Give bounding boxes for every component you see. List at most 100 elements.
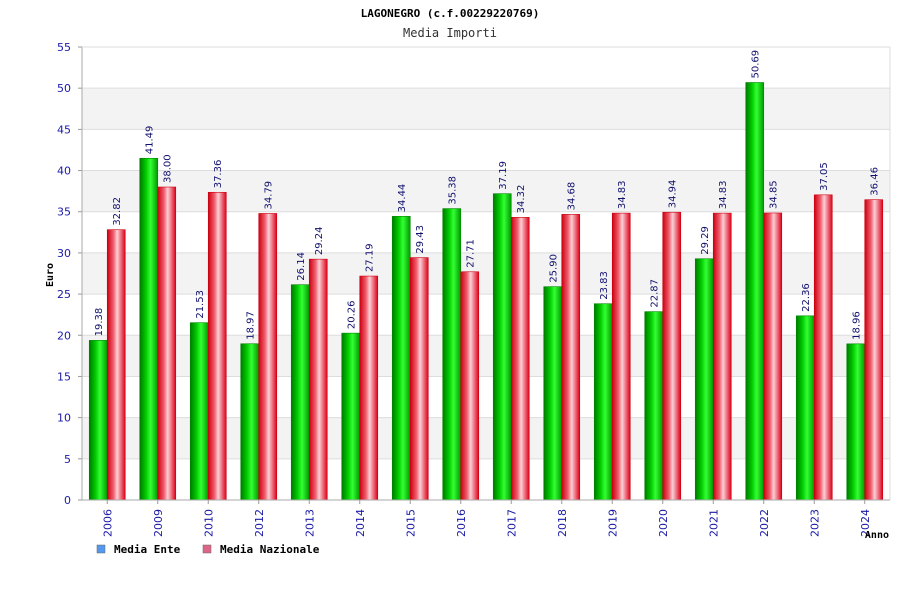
bar-value-label: 38.00 [163,154,174,183]
bar-value-label: 27.19 [365,243,376,272]
bar-media-ente [543,286,563,501]
y-tick-label: 15 [57,370,71,383]
bar-value-label: 34.83 [718,180,729,209]
x-tick-label: 2010 [202,509,215,537]
bar-value-label: 19.38 [94,308,105,337]
bar-value-label: 26.14 [296,252,307,281]
bar-media-nazionale [510,217,530,501]
x-tick-label: 2019 [606,509,619,537]
bar-media-nazionale [763,212,783,501]
bar-value-label: 34.83 [617,180,628,209]
y-axis: 0 5 10 15 20 25 30 35 40 45 50 55 [57,41,891,507]
bar-value-label: 22.36 [801,283,812,312]
bar-media-nazionale [409,257,429,501]
x-tick-label: 2014 [354,509,367,537]
bar-value-label: 35.38 [448,176,459,205]
x-tick-label: 2023 [808,509,821,537]
bar-value-label: 29.43 [415,225,426,254]
bar-media-ente [189,322,209,501]
data-labels: 19.38 32.82 41.49 38.00 21.53 37.36 18.97 34.79… [94,50,881,340]
y-axis-label: Euro [45,263,56,287]
y-tick-label: 0 [64,494,71,507]
bar-value-label: 32.82 [112,197,123,226]
y-tick-label: 25 [57,288,71,301]
x-tick-label: 2013 [303,509,316,537]
bar-value-label: 18.97 [246,311,257,340]
legend: Media Ente Media Nazionale [96,543,320,556]
x-tick-label: 2006 [101,509,114,537]
bar-media-nazionale [813,194,833,501]
bar-media-ente [139,157,159,501]
bar-value-label: 34.85 [769,180,780,209]
bars [88,82,884,501]
x-tick-label: 2016 [455,509,468,537]
y-tick-label: 35 [57,206,71,219]
bar-media-nazionale [106,229,126,501]
bar-media-nazionale [460,271,480,501]
x-tick-label: 2012 [253,509,266,537]
bar-value-label: 29.29 [700,226,711,255]
x-axis: 2006 2009 2010 2012 2013 2014 2015 2016 2017 2018… [82,499,890,537]
x-tick-label: 2020 [657,509,670,537]
bar-value-label: 34.79 [264,181,275,210]
x-tick-label: 2009 [152,509,165,537]
y-tick-label: 45 [57,123,71,136]
bar-media-ente [795,315,815,501]
x-tick-label: 2015 [404,509,417,537]
bar-value-label: 41.49 [145,126,156,155]
bar-media-ente [694,258,714,501]
legend-label: Media Nazionale [220,543,320,556]
y-tick-label: 5 [64,453,71,466]
bar-media-nazionale [662,211,682,501]
bar-value-label: 25.90 [549,254,560,283]
y-tick-label: 50 [57,82,71,95]
bar-media-ente [88,340,108,501]
x-tick-label: 2022 [758,509,771,537]
bar-media-ente [846,343,866,501]
bar-value-label: 34.32 [516,185,527,214]
bar-media-ente [240,343,260,501]
bar-media-ente [341,332,361,501]
legend-label: Media Ente [114,543,181,556]
bar-value-label: 36.46 [870,167,881,196]
chart-title: LAGONEGRO (c.f.00229220769) [361,7,540,20]
bar-media-ente [593,303,613,501]
bar-value-label: 50.69 [751,50,762,79]
bar-value-label: 29.24 [314,227,325,256]
x-tick-label: 2017 [505,509,518,537]
y-tick-label: 30 [57,247,71,260]
bar-value-label: 22.87 [650,279,661,308]
bar-media-ente [644,311,664,501]
y-tick-label: 10 [57,412,71,425]
x-tick-label: 2018 [556,509,569,537]
bar-media-nazionale [864,199,884,501]
bar-value-label: 34.68 [567,182,578,211]
bar-media-nazionale [157,186,177,501]
y-tick-label: 20 [57,329,71,342]
y-tick-label: 40 [57,165,71,178]
bar-media-nazionale [561,214,581,501]
bar-media-ente [442,208,462,501]
x-tick-label: 2021 [707,509,720,537]
bar-media-nazionale [207,191,227,501]
bar-media-ente [745,82,765,501]
chart-subtitle: Media Importi [403,26,497,40]
bar-media-ente [290,284,310,501]
bar-value-label: 37.36 [213,160,224,189]
bar-media-ente [492,193,512,501]
x-tick-label: 2024 [859,509,872,537]
bar-value-label: 20.26 [347,300,358,329]
bar-media-nazionale [611,212,631,501]
x-axis-label: Anno [865,530,889,541]
bar-value-label: 18.96 [852,311,863,340]
bar-media-nazionale [258,213,278,501]
bar-value-label: 34.44 [397,184,408,213]
bar-value-label: 27.71 [466,239,477,268]
bar-value-label: 34.94 [668,180,679,209]
bar-media-nazionale [308,258,328,501]
legend-swatch [202,544,212,554]
grid-band [82,88,890,130]
bar-value-label: 37.19 [498,161,509,190]
bar-media-nazionale [359,275,379,501]
